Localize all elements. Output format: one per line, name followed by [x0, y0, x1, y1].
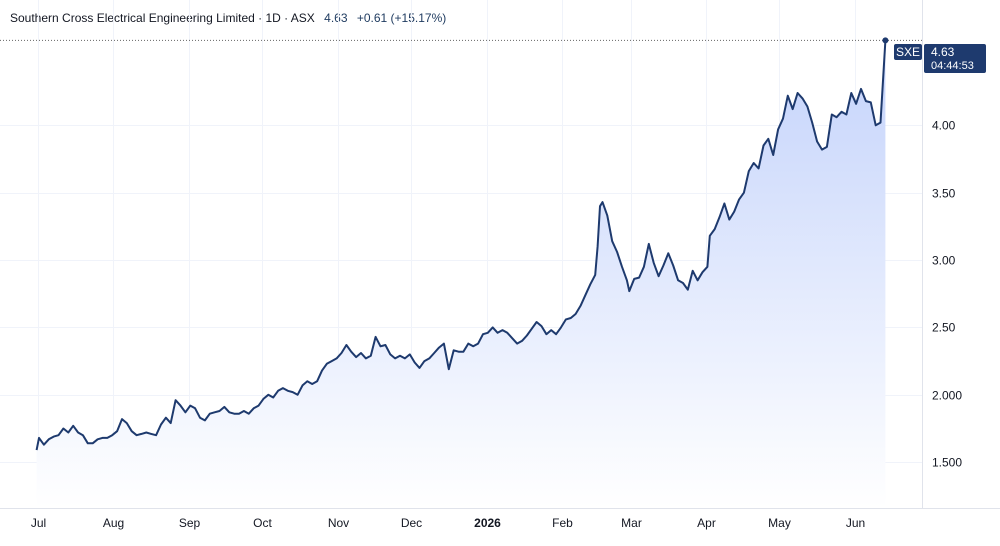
time-axis[interactable]: Jul Aug Sep Oct Nov Dec 2026 Feb Mar Apr May Jun	[31, 516, 865, 530]
x-tick-label: Aug	[103, 516, 124, 530]
x-tick-label: Sep	[179, 516, 201, 530]
y-tick-label: 3.50	[932, 187, 956, 201]
badge-symbol-bg	[894, 44, 922, 60]
x-tick-label: Oct	[253, 516, 272, 530]
x-tick-label: Jun	[846, 516, 865, 530]
x-tick-label: Mar	[621, 516, 642, 530]
y-tick-label: 1.500	[932, 456, 962, 470]
badge-symbol: SXE	[896, 45, 920, 59]
symbol-description: Southern Cross Electrical Engineering Li…	[10, 11, 315, 25]
price-axis[interactable]: 1.500 2.000 2.50 3.00 3.50 4.00	[932, 119, 962, 470]
x-tick-label: Nov	[328, 516, 349, 530]
y-tick-label: 4.00	[932, 119, 956, 133]
x-tick-label: Dec	[401, 516, 422, 530]
x-tick-label: 2026	[474, 516, 501, 530]
y-tick-label: 2.000	[932, 389, 962, 403]
last-price-dot	[882, 37, 889, 44]
x-tick-label: Apr	[697, 516, 716, 530]
last-price-badge: SXE 4.63 04:44:53	[894, 44, 986, 73]
x-tick-label: May	[768, 516, 791, 530]
badge-price-bg	[924, 44, 986, 73]
badge-price: 4.63	[931, 45, 955, 59]
price-line	[35, 40, 887, 451]
x-tick-label: Feb	[552, 516, 573, 530]
badge-countdown: 04:44:53	[931, 60, 974, 72]
last-price: 4.63	[324, 11, 348, 25]
x-tick-label: Jul	[31, 516, 46, 530]
price-change: +0.61 (+15.17%)	[356, 11, 447, 25]
y-tick-label: 2.50	[932, 321, 956, 335]
y-tick-label: 3.00	[932, 254, 956, 268]
chart-header: Southern Cross Electrical Engineering Li…	[10, 11, 446, 25]
price-area	[36, 40, 886, 509]
